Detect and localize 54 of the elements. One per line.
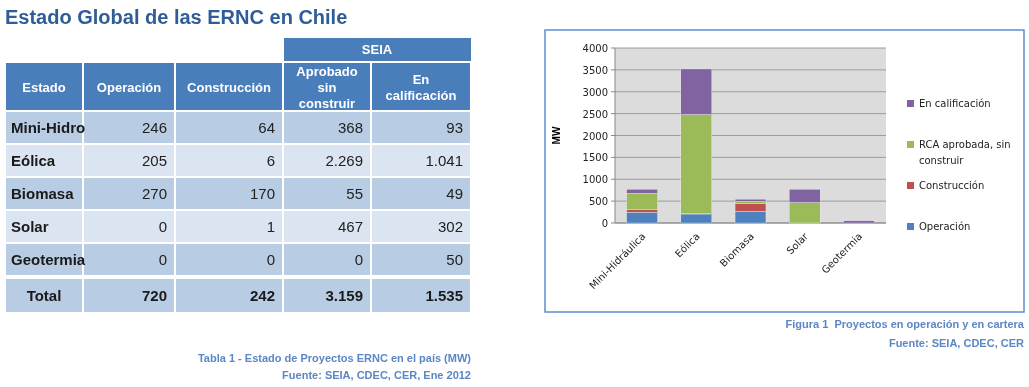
data-label: 1.041 xyxy=(425,152,463,169)
data-label: 2.269 xyxy=(325,152,363,169)
data-label: 0 xyxy=(158,218,167,235)
source-note: Fuente: SEIA, CDEC, CER xyxy=(888,337,1025,349)
text: Figura 1 Proyectos en operación y en cartera xyxy=(785,318,1025,330)
series-label: Operación xyxy=(96,79,162,95)
data-label: 93 xyxy=(446,119,463,136)
text: 3.159 xyxy=(325,287,363,304)
y-axis-title: MW xyxy=(551,126,562,145)
y-tick-label: 3500 xyxy=(582,64,608,76)
text: Tabla 1 - Estado de Proyectos ERNC en el país (MW) xyxy=(197,352,472,364)
source-note: Fuente: SEIA, CDEC, CER, Ene 2012 xyxy=(282,369,471,381)
category-label: Biomasa xyxy=(11,185,75,202)
text: Total xyxy=(26,287,62,304)
text: 1.535 xyxy=(425,287,463,304)
data-label: 6 xyxy=(266,152,275,169)
category-label: Eólica xyxy=(11,152,56,169)
y-tick-label: 2500 xyxy=(582,108,608,120)
text: Estado xyxy=(22,80,66,95)
legend-label: RCA aprobada, sin construir xyxy=(919,139,1011,166)
data-label: 246 xyxy=(141,119,167,136)
series-label: Aprobado sin construir xyxy=(296,63,358,111)
data-label: 1 xyxy=(266,218,275,235)
category-label: Solar xyxy=(11,218,49,235)
series-label: Construcción xyxy=(187,79,271,95)
data-label: 49 xyxy=(446,185,463,202)
data-label: 302 xyxy=(437,218,463,235)
y-tick-label: 1000 xyxy=(582,174,608,186)
data-label: 0 xyxy=(354,251,363,268)
data-label: 467 xyxy=(337,218,363,235)
data-label: 368 xyxy=(337,119,363,136)
y-tick-label: 0 xyxy=(601,218,608,229)
legend-title: SEIA xyxy=(361,42,393,57)
legend-label: En calificación xyxy=(919,98,991,109)
text: 720 xyxy=(141,287,167,304)
data-label: 64 xyxy=(258,119,275,136)
category-label: Mini-Hidro xyxy=(11,119,86,136)
data-label: 170 xyxy=(249,185,275,202)
y-tick-label: 2000 xyxy=(582,130,608,142)
y-tick-label: 3000 xyxy=(582,86,608,98)
data-label: 0 xyxy=(266,251,275,268)
series-label: En calificación xyxy=(385,71,457,103)
data-label: 50 xyxy=(446,251,463,268)
data-label: 55 xyxy=(346,185,363,202)
legend-label: Construcción xyxy=(919,180,985,191)
text: Estado Global de las ERNC en Chile xyxy=(5,6,348,28)
text: 242 xyxy=(249,287,275,304)
y-tick-label: 4000 xyxy=(582,43,608,54)
y-tick-label: 1500 xyxy=(582,152,608,164)
legend-label: Operación xyxy=(919,221,971,232)
y-tick-label: 500 xyxy=(588,196,608,208)
data-label: 205 xyxy=(141,152,167,169)
data-label: 0 xyxy=(158,251,167,268)
data-label: 270 xyxy=(141,185,167,202)
